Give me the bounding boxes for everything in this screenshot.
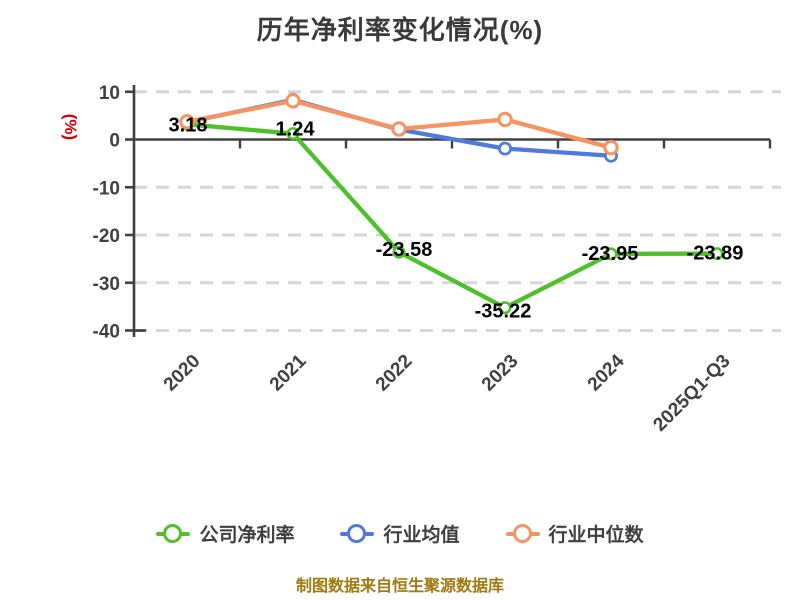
data-point-marker[interactable] [179,114,195,130]
legend-line-circle-icon [340,523,375,544]
data-point-marker[interactable] [604,247,618,261]
gridlines [134,90,781,332]
y-axis-unit-label: (%) [61,114,80,140]
data-point-marker[interactable] [285,93,301,109]
y-tick-label: -20 [93,226,120,247]
y-axis-unit: (%) [61,114,80,140]
x-category-label: 2025Q1-Q3 [649,351,734,436]
data-point-marker[interactable] [497,111,513,128]
legend-item-industry-mean[interactable]: 行业均值 [340,520,460,547]
data-point-label: -23.58 [376,239,433,261]
legend-line-circle-icon [156,523,191,544]
y-tick-label: -40 [93,322,120,343]
chart-legend: 公司净利率 行业均值 行业中位数 [0,520,800,547]
data-point-marker[interactable] [498,301,512,315]
x-category-label: 2021 [266,350,311,395]
legend-item-company[interactable]: 公司净利率 [156,520,294,547]
y-tick-label: 0 [109,131,120,152]
x-category-label: 2022 [372,351,417,396]
data-point-label: 3.18 [169,114,208,136]
data-labels: 3.18 1.24 -23.58 -35.22 -23.95 -23.89 [169,114,744,322]
data-point-label: -23.95 [582,243,639,265]
legend-circle [512,523,532,543]
data-point-marker[interactable] [392,245,406,259]
legend-circle [163,523,183,543]
data-point-marker[interactable] [603,139,619,156]
x-axis-labels: 2020 2021 2022 2023 2024 2025Q1-Q3 [160,350,735,435]
chart-title: 历年净利率变化情况(%) [256,15,544,45]
y-tick-label: -10 [93,178,120,199]
legend-item-industry-median[interactable]: 行业中位数 [505,520,644,547]
x-category-label: 2024 [584,350,629,395]
data-point-marker[interactable] [286,127,300,141]
x-category-label: 2023 [478,351,523,396]
data-source-note: 制图数据来自恒生聚源数据库 [295,578,504,595]
y-tick-label: 10 [99,83,120,104]
data-point-label: -23.89 [687,243,744,265]
series-industry-median [179,93,619,156]
data-point-marker[interactable] [710,247,724,261]
data-point-marker[interactable] [498,141,512,156]
legend-label: 行业中位数 [548,525,644,546]
legend-circle [347,523,367,543]
series-line [184,122,720,310]
data-point-marker[interactable] [391,121,407,137]
y-tick-label: -30 [93,274,120,295]
x-category-label: 2020 [160,351,205,396]
legend-label: 公司净利率 [199,525,295,546]
data-point-label: 1.24 [276,119,316,141]
data-point-label: -35.22 [475,301,532,323]
legend-line-circle-icon [505,523,540,544]
legend-label: 行业均值 [383,525,460,546]
